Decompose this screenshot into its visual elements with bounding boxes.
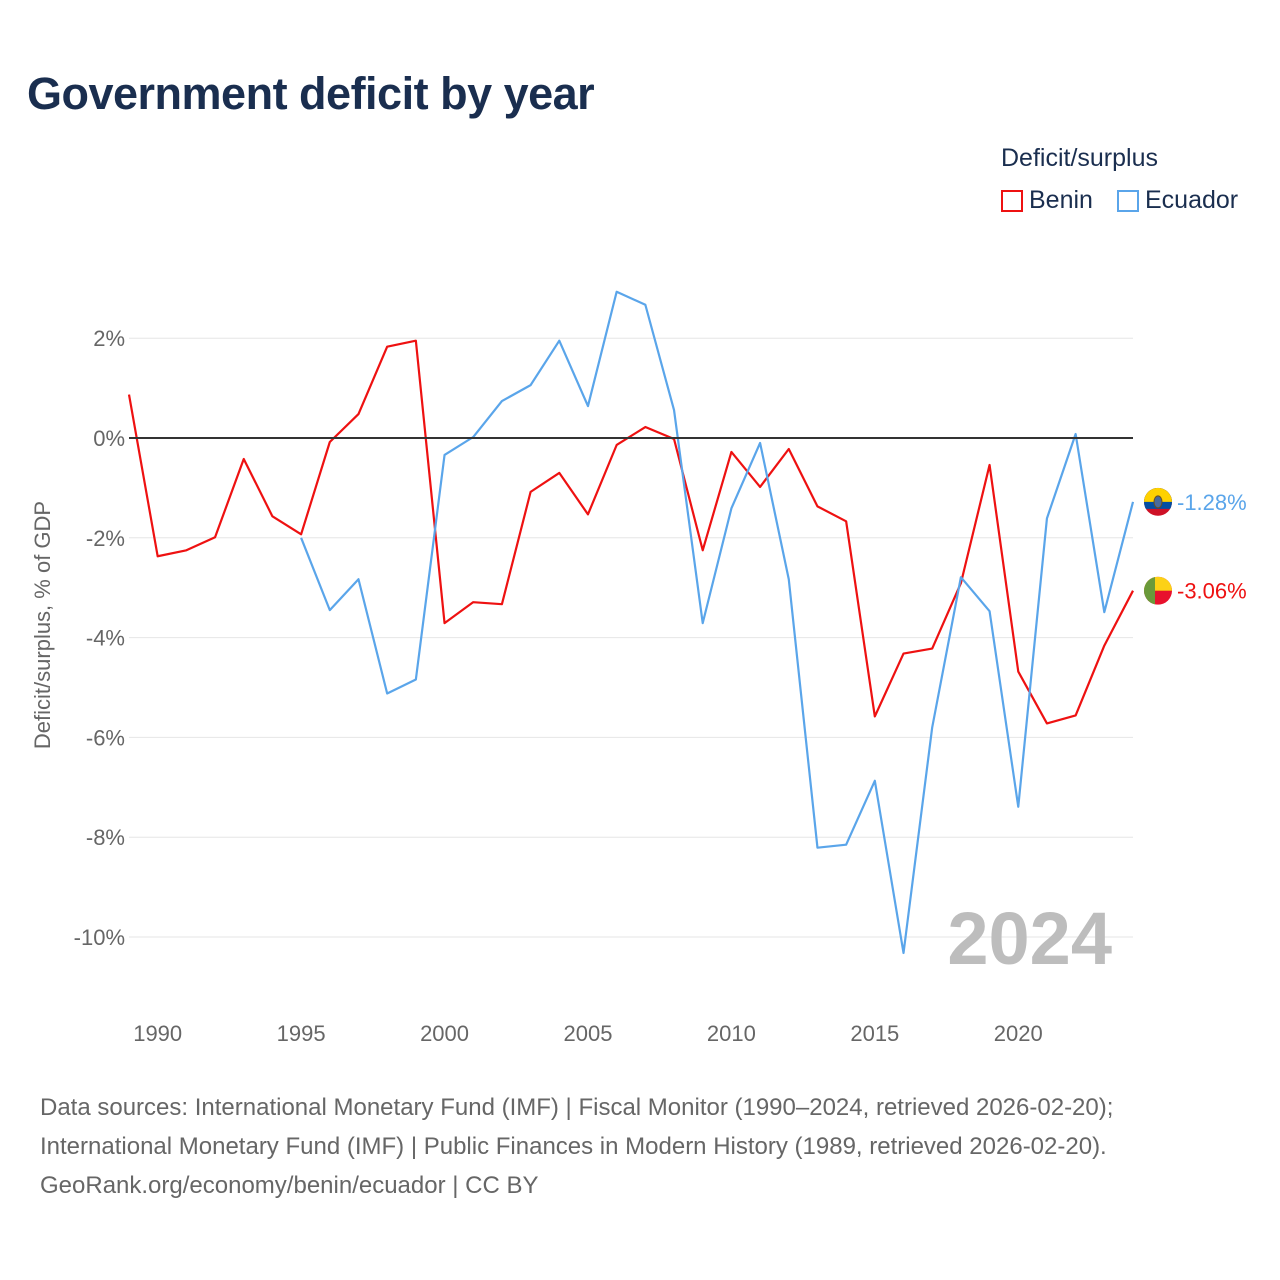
x-tick-label: 2005 [563,1021,612,1046]
footer: Data sources: International Monetary Fun… [40,1088,1113,1205]
legend-label-benin: Benin [1029,186,1093,214]
y-tick-label: -4% [86,626,125,651]
x-tick-label: 2000 [420,1021,469,1046]
end-label-ecuador: -1.28% [1177,490,1247,515]
legend-swatch-ecuador [1117,189,1139,212]
legend-title: Deficit/surplus [1001,144,1158,172]
y-tick-label: -10% [74,925,125,950]
x-tick-label: 1990 [133,1021,182,1046]
legend-label-ecuador: Ecuador [1145,186,1239,214]
y-axis-label: Deficit/surplus, % of GDP [30,501,55,749]
legend-item-ecuador[interactable]: Ecuador [1117,186,1238,215]
legend-swatch-benin [1001,189,1023,212]
x-tick-label: 2015 [850,1021,899,1046]
chart-title: Government deficit by year [27,68,595,119]
y-tick-label: -2% [86,526,125,551]
end-label-benin: -3.06% [1177,579,1247,604]
x-tick-label: 2010 [707,1021,756,1046]
footer-source-1: Data sources: International Monetary Fun… [40,1094,1114,1121]
y-tick-label: -6% [86,725,125,750]
series-line-benin [127,339,1134,725]
y-tick-label: 2% [93,326,125,351]
legend-item-benin[interactable]: Benin [1001,186,1093,215]
y-tick-label: -8% [86,825,125,850]
footer-credit[interactable]: GeoRank.org/economy/benin/ecuador | CC B… [40,1172,539,1199]
year-watermark: 2024 [947,897,1112,980]
series-line-ecuador [300,290,1135,955]
y-tick-label: 0% [93,426,125,451]
flag-ecuador-icon [1144,487,1172,516]
x-tick-label: 1995 [277,1021,326,1046]
flag-benin-icon [1144,576,1172,605]
footer-source-2: International Monetary Fund (IMF) | Publ… [40,1133,1107,1160]
x-tick-label: 2020 [994,1021,1043,1046]
